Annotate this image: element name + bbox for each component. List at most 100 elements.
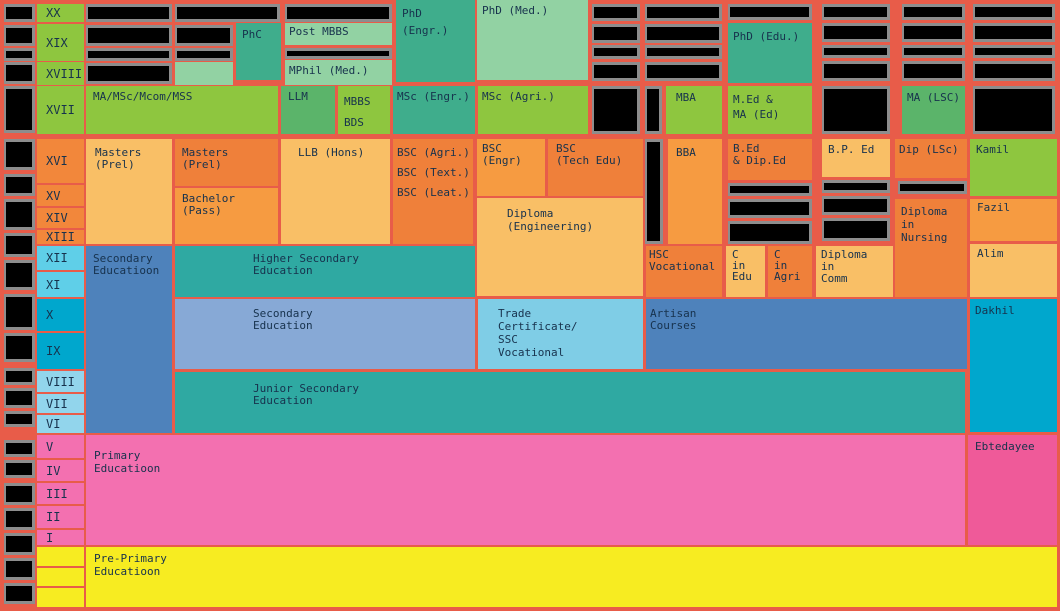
redacted-text [4, 48, 35, 61]
redaction-bar [6, 65, 32, 81]
redaction-bar [6, 336, 32, 359]
redacted-text [4, 483, 35, 505]
block-dip-lsc: Dip (LSc) [895, 139, 967, 178]
redaction-bar [6, 414, 32, 424]
redacted-text [822, 4, 890, 20]
redacted-text [592, 45, 640, 59]
block-bed-diped: B.Ed & Dip.Ed [728, 139, 812, 180]
redacted-text [898, 181, 967, 194]
redaction-bar [6, 391, 32, 405]
redacted-text [902, 4, 965, 20]
redacted-text [4, 460, 35, 478]
redacted-text [4, 294, 35, 330]
redaction-bar [6, 177, 32, 193]
block-dakhil: Dakhil [970, 299, 1057, 432]
grade-cell-i: I [37, 530, 84, 545]
block-mba: MBA [666, 86, 722, 134]
block-bsc-agri-text-leat: BSC (Agri.) BSC (Text.) BSC (Leat.) [393, 139, 473, 244]
redaction-bar [647, 142, 660, 241]
redaction-bar [975, 7, 1052, 17]
redaction-bar [647, 27, 719, 40]
block-c-in-agri: C in Agri [768, 246, 812, 297]
grade-cell-xvii: XVII [37, 86, 84, 134]
redaction-bar [177, 51, 230, 58]
block-secondary-mid: Secondary Education [175, 299, 475, 369]
redaction-bar [975, 48, 1052, 55]
redacted-text [4, 333, 35, 362]
redaction-bar [6, 536, 32, 552]
redaction-bar [594, 89, 637, 131]
redacted-text [285, 48, 392, 59]
grade-cell-xviii: XVIII [37, 62, 84, 85]
redaction-bar [88, 51, 169, 58]
redacted-text [285, 4, 392, 22]
redacted-text [645, 62, 722, 81]
block-kamil: Kamil [970, 139, 1057, 196]
block-masters-prel-right: Masters (Prel) [175, 139, 278, 186]
grade-cell-xiii: XIII [37, 230, 84, 244]
redacted-text [4, 411, 35, 427]
block-ebtedayee: Ebtedayee [968, 435, 1057, 545]
grade-cell-xvi: XVI [37, 139, 84, 183]
redaction-bar [88, 7, 169, 19]
redaction-bar [730, 186, 809, 193]
redacted-text [4, 583, 35, 604]
block-bba: BBA [668, 139, 722, 244]
redacted-text [645, 24, 722, 43]
redaction-bar [594, 7, 637, 18]
block-ma-lsc: MA (LSC) [902, 86, 965, 134]
redacted-text [645, 139, 663, 244]
block-mphil-med: MPhil (Med.) [285, 60, 392, 85]
redaction-bar [177, 7, 277, 19]
block-diploma-nursing: Diploma in Nursing [895, 199, 967, 297]
block-llb-hons: LLB (Hons) [281, 139, 390, 244]
block-mbbs-bds: MBBS BDS [338, 86, 390, 134]
grade-cell-viii: VIII [37, 371, 84, 392]
block-secondary-left: Secondary Educatioon [86, 246, 172, 433]
block-bachelor-pass: Bachelor (Pass) [175, 188, 278, 244]
redacted-text [4, 139, 35, 170]
block-trade-certificate: Trade Certificate/ SSC Vocational [478, 299, 643, 369]
redacted-text [4, 388, 35, 408]
redacted-text [175, 48, 233, 61]
block-higher-secondary: Higher Secondary Education [175, 246, 475, 297]
block-junior-secondary: Junior Secondary Education [175, 372, 965, 433]
redaction-bar [6, 263, 32, 287]
block-diploma-comm: Diploma in Comm [816, 246, 893, 297]
redacted-text [728, 4, 812, 20]
redacted-text [4, 233, 35, 257]
block-artisan-courses: Artisan Courses [646, 299, 967, 369]
redacted-text [4, 4, 35, 22]
redacted-text [822, 45, 890, 58]
redacted-text [4, 25, 35, 46]
redacted-text [86, 4, 172, 22]
redacted-text [822, 86, 890, 134]
block-primary: Primary Educatioon [86, 435, 965, 545]
redaction-bar [177, 28, 230, 43]
grade-cell-xii: XII [37, 246, 84, 270]
grade-cell-xix: XIX [37, 24, 84, 61]
redacted-text [4, 199, 35, 230]
redaction-bar [647, 48, 719, 56]
redaction-bar [6, 89, 32, 130]
redaction-bar [730, 202, 809, 215]
redaction-bar [6, 511, 32, 527]
block-hsc-vocational: HSC Vocational [646, 246, 722, 297]
redaction-bar [824, 26, 887, 39]
redacted-text [822, 180, 890, 193]
redacted-text [822, 218, 890, 241]
grade-cell-vii: VII [37, 394, 84, 413]
block-phd-edu: PhD (Edu.) [728, 23, 812, 83]
block-post-mbbs: Post MBBS [285, 23, 392, 45]
redacted-text [86, 48, 172, 61]
redacted-text [822, 61, 890, 81]
redacted-text [4, 86, 35, 133]
redaction-bar [900, 184, 964, 191]
redacted-text [973, 4, 1055, 20]
redaction-bar [6, 463, 32, 475]
redacted-text [822, 23, 890, 42]
grade-cell-xiv: XIV [37, 208, 84, 228]
redaction-bar [6, 7, 32, 19]
redacted-text [175, 25, 233, 46]
